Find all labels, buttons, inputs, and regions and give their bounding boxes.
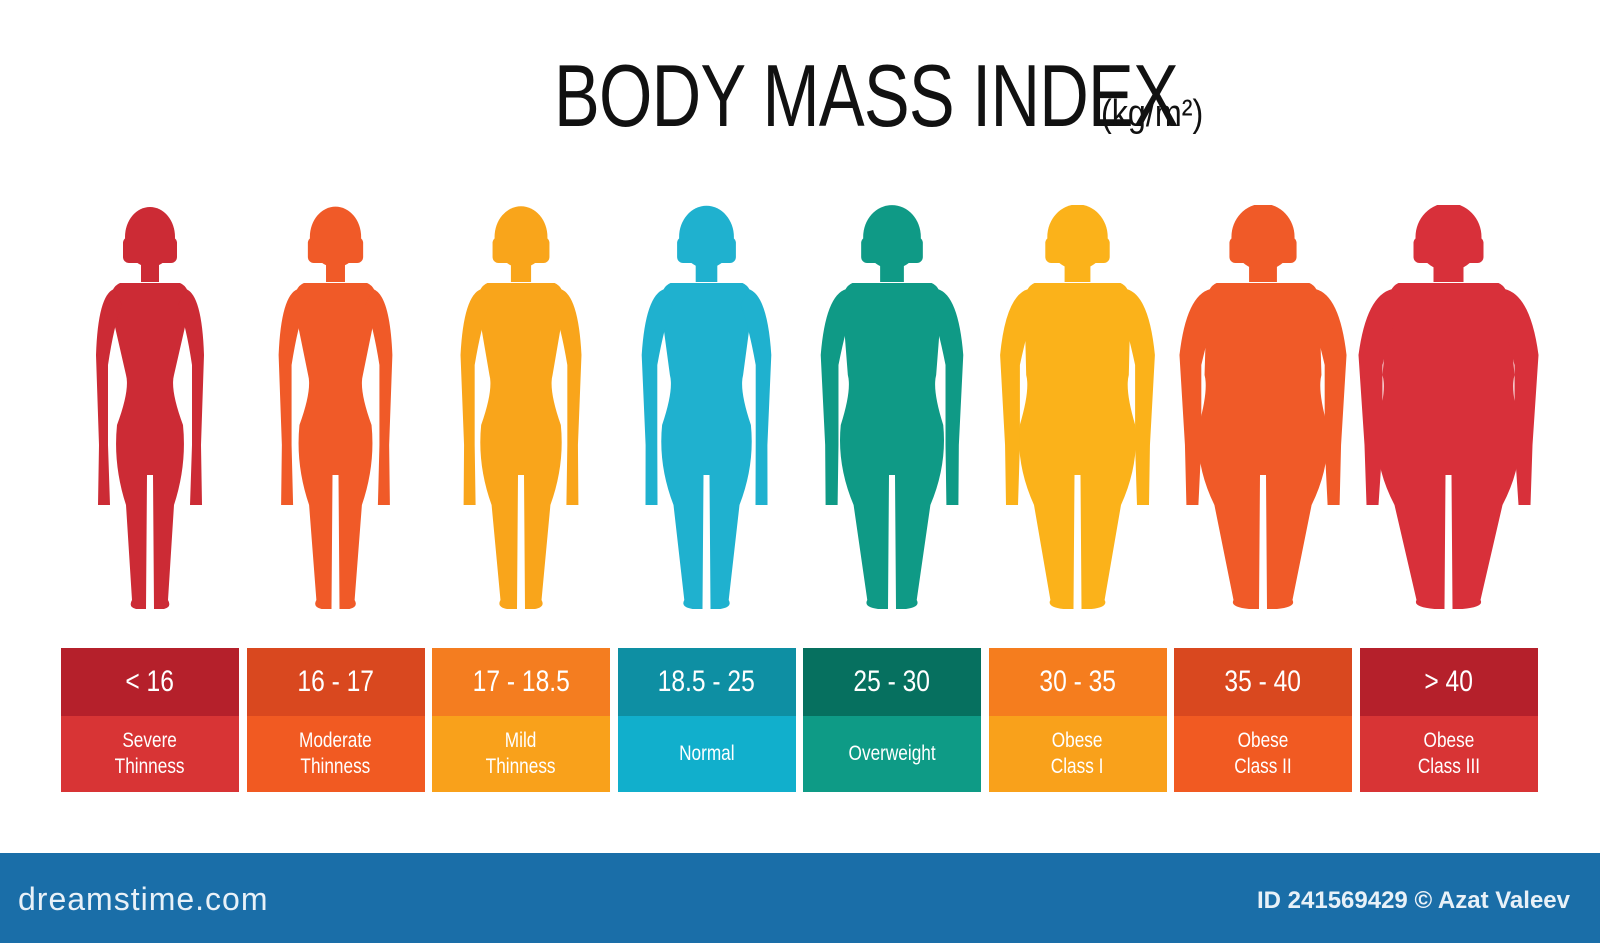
female-silhouette — [278, 206, 393, 609]
page-title: BODY MASS INDEX — [554, 46, 1179, 145]
unit-label: (kg/m²) — [1101, 93, 1204, 135]
bmi-category: Moderate Thinness — [246, 716, 425, 792]
female-silhouette — [641, 205, 772, 609]
female-silhouette — [820, 205, 964, 609]
bmi-range: < 16 — [61, 648, 239, 716]
image-credit: ID 241569429 © Azat Valeev — [1256, 887, 1570, 914]
bmi-category-text: Obese Class III — [1417, 729, 1480, 778]
bmi-range-text: 30 - 35 — [1039, 665, 1116, 698]
bmi-category: Mild Thinness — [432, 716, 610, 792]
bmi-range-text: > 40 — [1424, 665, 1473, 698]
bmi-category-text: Obese Class II — [1234, 729, 1292, 778]
category-card: 35 - 40 Obese Class II — [1174, 648, 1352, 792]
bmi-range: 35 - 40 — [1174, 648, 1352, 716]
bmi-category: Severe Thinness — [61, 716, 239, 792]
bmi-range: 30 - 35 — [988, 648, 1167, 716]
bmi-range-text: 25 - 30 — [853, 665, 931, 698]
category-card: 17 - 18.5 Mild Thinness — [432, 648, 610, 792]
bmi-range-text: 18.5 - 25 — [657, 665, 756, 698]
bmi-range: > 40 — [1359, 648, 1538, 716]
category-card: 25 - 30 Overweight — [803, 648, 981, 792]
female-silhouette — [1358, 205, 1539, 609]
bmi-category-text: Normal — [678, 742, 735, 765]
bmi-range-text: < 16 — [125, 665, 175, 698]
bmi-range-text: 17 - 18.5 — [472, 665, 570, 698]
bmi-category-text: Obese Class I — [1051, 729, 1104, 778]
category-card: 16 - 17 Moderate Thinness — [246, 648, 425, 792]
female-silhouette — [460, 206, 582, 609]
footer-bar: dreamstime.com ID 241569429 © Azat Valee… — [0, 853, 1600, 943]
bmi-range-text: 35 - 40 — [1224, 665, 1302, 698]
bmi-range-text: 16 - 17 — [297, 665, 374, 698]
bmi-category-text: Overweight — [848, 742, 936, 765]
silhouette-row — [96, 205, 1539, 609]
bmi-category-text: Mild Thinness — [486, 729, 556, 778]
bmi-range: 17 - 18.5 — [432, 648, 610, 716]
category-cards: < 16 Severe Thinness 16 - 17 Moderate Thinn… — [0, 648, 1600, 792]
bmi-range: 16 - 17 — [246, 648, 425, 716]
bmi-range: 25 - 30 — [803, 648, 981, 716]
category-card: 18.5 - 25 Normal — [617, 648, 796, 792]
bmi-category: Normal — [617, 716, 796, 792]
category-card: 30 - 35 Obese Class I — [988, 648, 1167, 792]
bmi-category: Overweight — [803, 716, 981, 792]
female-silhouette — [1000, 205, 1155, 609]
category-card: > 40 Obese Class III — [1359, 648, 1538, 792]
bmi-category-text: Moderate Thinness — [299, 729, 372, 778]
bmi-category: Obese Class II — [1174, 716, 1352, 792]
brand-logo: dreamstime.com — [18, 881, 269, 917]
bmi-category: Obese Class III — [1359, 716, 1538, 792]
bmi-category: Obese Class I — [988, 716, 1167, 792]
category-card: < 16 Severe Thinness — [61, 648, 239, 792]
bmi-range: 18.5 - 25 — [617, 648, 796, 716]
female-silhouette — [1179, 205, 1347, 609]
title-row: BODY MASS INDEX (kg/m²) — [0, 52, 1600, 140]
bmi-category-text: Severe Thinness — [115, 729, 185, 778]
female-silhouette — [96, 207, 204, 609]
